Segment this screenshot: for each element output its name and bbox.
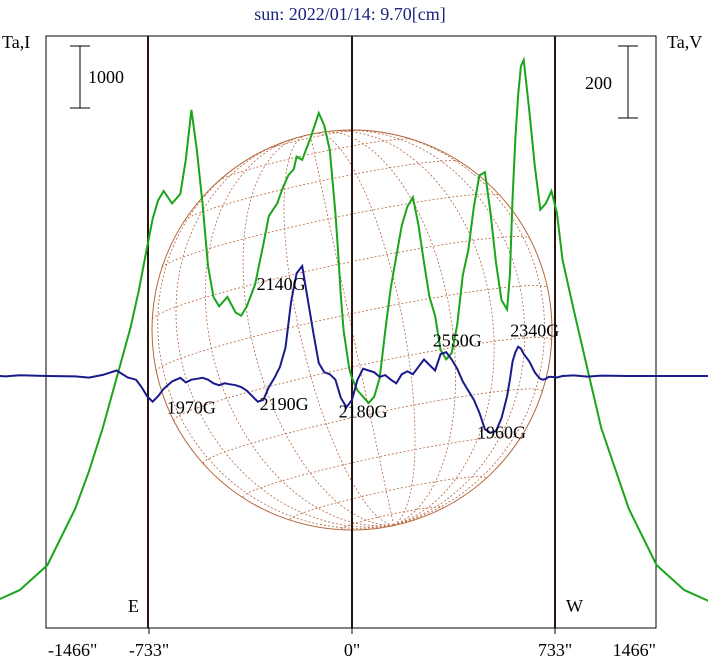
intensity-series-line [0, 56, 708, 602]
grid-line-lon [175, 142, 394, 528]
right-scale-bar [618, 45, 638, 119]
left-scale-bar-label: 1000 [88, 67, 124, 87]
annotation-label: 2140G [257, 274, 306, 294]
grid-line-lon [370, 130, 546, 526]
grid-line-lon [157, 155, 394, 529]
annotation-label: 1970G [167, 398, 216, 418]
annotations: 2140G 2550G 2340G 1970G 2190G 2180G 1960G [167, 274, 559, 443]
x-tick-label: 733" [538, 640, 572, 660]
annotation-label: 2550G [433, 331, 482, 351]
east-limb-label: E [128, 596, 139, 616]
annotation-label: 1960G [477, 422, 526, 442]
annotation-label: 2180G [339, 401, 388, 421]
grid-line-lon [242, 136, 394, 526]
grid-line-lon [309, 134, 394, 526]
grid-line-lon [315, 132, 416, 526]
grid-line-lat [161, 193, 501, 268]
grid-line-lat [289, 476, 487, 520]
grid-line-lon [320, 131, 456, 526]
x-tick-label: 1466" [613, 640, 656, 660]
grid-line-lon [283, 135, 394, 526]
x-tick-label: -733" [129, 640, 169, 660]
chart-title: sun: 2022/01/14: 9.70[cm] [254, 4, 446, 24]
left-axis-label: Ta,I [2, 32, 30, 52]
grid-line-lon [329, 130, 495, 526]
grid-line-lon [340, 129, 526, 526]
grid-line-lat [184, 160, 461, 221]
grid-line-lat [151, 236, 531, 320]
x-tick-label: -1466" [48, 640, 97, 660]
polarization-series-line [0, 263, 708, 434]
left-scale-bar [70, 45, 90, 109]
grid-line-lat [218, 138, 413, 182]
right-scale-bar-label: 200 [585, 73, 612, 93]
west-limb-label: W [566, 596, 583, 616]
x-axis-ticks: -1466" -733" 0" 733" 1466" [48, 628, 656, 660]
x-tick-label: 0" [344, 640, 360, 660]
annotation-label: 2190G [260, 394, 309, 414]
right-axis-label: Ta,V [667, 32, 702, 52]
annotation-label: 2340G [510, 321, 559, 341]
grid-line-lat [242, 436, 521, 498]
